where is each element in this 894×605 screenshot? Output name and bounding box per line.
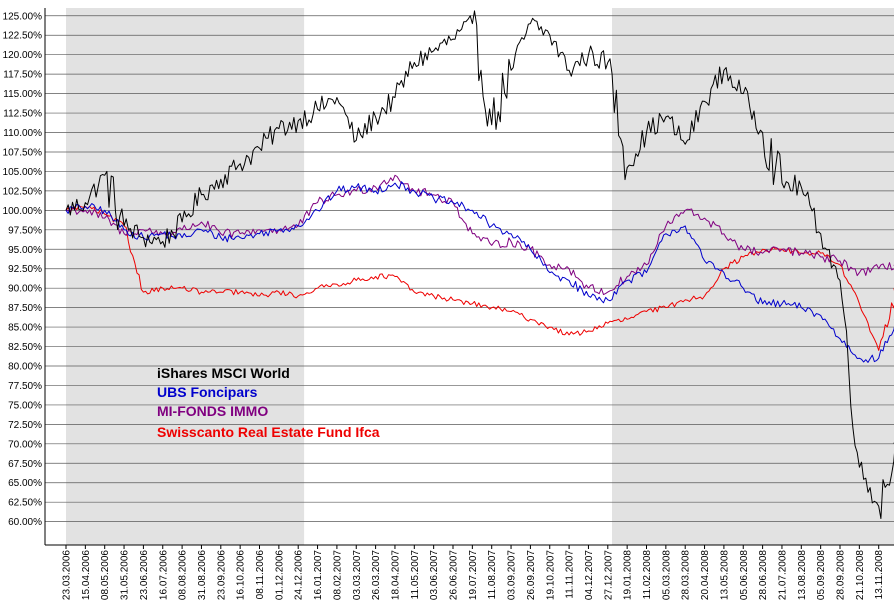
x-tick-label: 26.06.2007 [449,550,460,600]
y-tick-label: 80.00% [8,362,42,373]
y-tick-label: 105.00% [3,167,43,178]
y-tick-label: 110.00% [3,128,42,139]
x-tick-label: 19.01.2008 [623,550,634,600]
x-tick-label: 11.08.2007 [487,550,498,600]
y-axis: 125.00% 122.50% 120.00% 117.50% 115.00% 112.5… [3,8,894,546]
x-tick-label: 04.12.2007 [584,550,595,600]
y-tick-label: 90.00% [8,284,42,295]
x-tick-label: 11.05.2007 [410,550,421,600]
series-line-1 [65,181,894,363]
x-axis: 23.03.2006 15.04.2006 08.05.2006 31.05.2006… [62,545,894,600]
y-tick-label: 92.50% [8,264,42,275]
x-tick-label: 21.07.2008 [777,550,788,600]
y-tick-label: 65.00% [8,478,42,489]
x-tick-label: 01.12.2006 [274,550,285,600]
x-tick-label: 16.01.2007 [313,550,324,600]
x-tick-label: 13.05.2008 [719,550,730,600]
y-tick-label: 85.00% [8,323,42,334]
legend-entry-0: iShares MSCI World [157,365,290,381]
y-tick-label: 60.00% [8,517,42,528]
x-tick-label: 19.10.2007 [545,550,556,600]
x-tick-label: 28.03.2008 [681,550,692,600]
legend-entry-3: Swisscanto Real Estate Fund Ifca [157,424,380,440]
y-tick-label: 77.50% [8,381,42,392]
x-tick-label: 23.09.2006 [216,550,227,600]
y-tick-label: 82.50% [8,342,42,353]
x-tick-label: 08.02.2007 [332,550,343,600]
x-tick-label: 05.09.2008 [816,550,827,600]
x-tick-label: 20.04.2008 [700,550,711,600]
year-band-1 [612,8,894,545]
y-tick-label: 122.50% [3,31,43,42]
legend-entry-2: MI-FONDS IMMO [157,403,268,419]
y-tick-label: 107.50% [3,147,43,158]
x-tick-label: 26.03.2007 [371,550,382,600]
x-tick-label: 03.06.2007 [429,550,440,600]
x-tick-label: 13.11.2008 [874,550,885,600]
x-tick-label: 08.05.2006 [100,550,111,600]
legend: iShares MSCI World UBS Foncipars MI-FONDS … [157,365,380,440]
year-band-0 [66,8,305,545]
x-tick-label: 13.08.2008 [797,550,808,600]
x-tick-label: 11.02.2008 [642,550,653,600]
x-tick-label: 18.04.2007 [390,550,401,600]
x-tick-label: 05.06.2008 [739,550,750,600]
x-tick-label: 31.05.2006 [120,550,131,600]
x-tick-label: 28.06.2008 [758,550,769,600]
x-tick-label: 11.11.2007 [565,550,576,599]
x-tick-label: 08.08.2006 [178,550,189,600]
y-tick-label: 67.50% [8,459,42,470]
x-tick-label: 15.04.2006 [81,550,92,600]
y-tick-label: 70.00% [8,439,42,450]
y-tick-label: 97.50% [8,225,42,236]
x-tick-label: 03.03.2007 [352,550,363,600]
x-tick-label: 08.11.2006 [255,550,266,600]
x-tick-label: 26.09.2007 [526,550,537,600]
x-tick-label: 03.09.2007 [507,550,518,600]
y-tick-label: 117.50% [3,70,42,81]
y-tick-label: 112.50% [3,109,42,120]
x-tick-label: 24.12.2006 [294,550,305,600]
y-tick-label: 125.00% [3,11,43,22]
x-tick-label: 27.12.2007 [603,550,614,600]
y-tick-label: 87.50% [8,303,42,314]
x-tick-label: 19.07.2007 [468,550,479,600]
y-tick-label: 72.50% [8,420,42,431]
x-tick-label: 31.08.2006 [197,550,208,600]
y-tick-label: 102.50% [3,186,43,197]
x-tick-label: 28.09.2008 [836,550,847,600]
y-tick-label: 120.00% [3,50,43,61]
x-tick-label: 23.03.2006 [62,550,73,600]
series-lines [65,10,894,519]
series-line-0 [65,10,894,519]
y-tick-label: 95.00% [8,245,42,256]
x-tick-label: 23.06.2006 [139,550,150,600]
x-tick-label: 16.07.2006 [158,550,169,600]
y-tick-label: 115.00% [3,89,42,100]
x-tick-label: 21.10.2008 [855,550,866,600]
series-line-3 [65,205,894,351]
x-tick-label: 05.03.2008 [661,550,672,600]
series-line-2 [65,174,894,296]
y-tick-label: 62.50% [8,498,42,509]
x-tick-label: 16.10.2006 [236,550,247,600]
legend-entry-1: UBS Foncipars [157,384,258,400]
y-tick-label: 100.00% [3,206,43,217]
year-bands [66,8,894,545]
y-tick-label: 75.00% [8,400,42,411]
